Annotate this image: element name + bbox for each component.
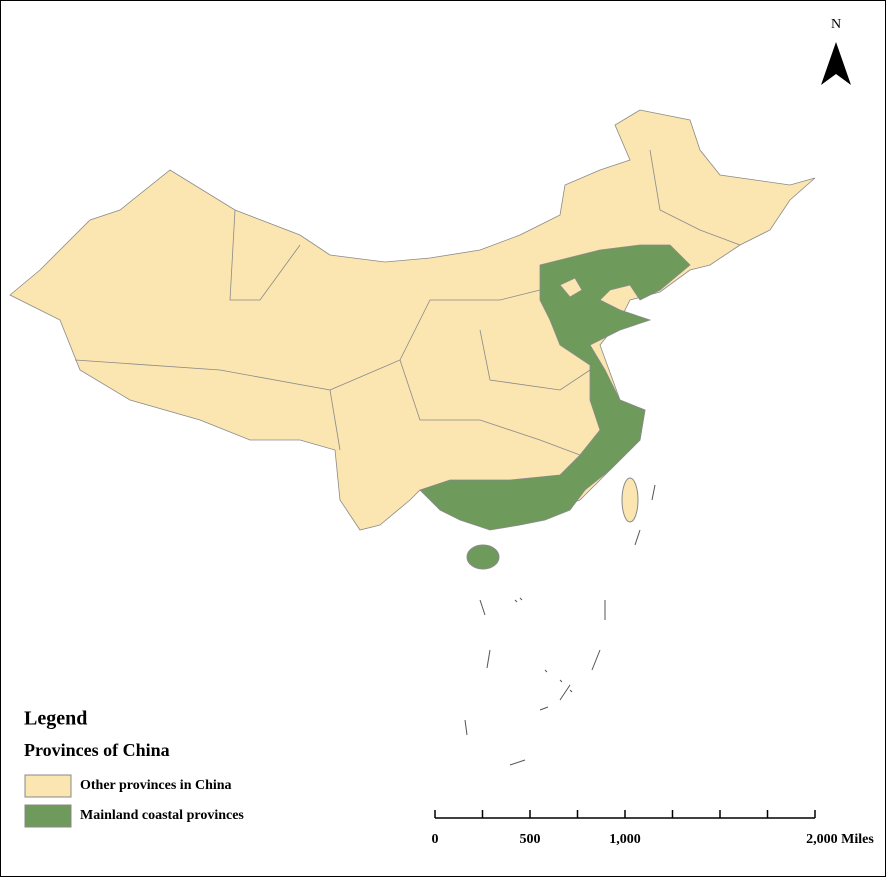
scale-label: 2,000 Miles <box>806 832 874 847</box>
north-arrow: N <box>821 17 851 85</box>
legend-subtitle: Provinces of China <box>24 740 170 760</box>
islands <box>464 484 656 766</box>
beijing <box>559 277 583 298</box>
taiwan <box>621 477 639 523</box>
border <box>479 329 591 391</box>
legend-swatch <box>24 774 72 798</box>
legend: Legend Provinces of China Other province… <box>24 708 244 828</box>
border <box>649 149 741 246</box>
border <box>399 359 581 456</box>
north-label: N <box>831 17 841 32</box>
border <box>74 359 341 451</box>
hainan <box>466 544 500 570</box>
scale-bar: 0 500 1,000 2,000 Miles <box>432 810 874 847</box>
legend-swatch <box>24 804 72 828</box>
coastal-provinces <box>419 244 691 531</box>
border <box>229 209 301 301</box>
legend-title: Legend <box>24 708 87 730</box>
map-shapes <box>9 109 816 766</box>
legend-label: Mainland coastal provinces <box>80 808 244 823</box>
legend-label: Other provinces in China <box>80 778 232 793</box>
scale-label: 1,000 <box>609 832 641 847</box>
border <box>329 289 541 391</box>
scale-label: 500 <box>520 832 541 847</box>
arrow-right <box>836 42 851 85</box>
arrow-left <box>821 42 836 85</box>
scale-label: 0 <box>432 832 439 847</box>
